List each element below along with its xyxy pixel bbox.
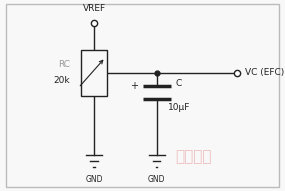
Text: GND: GND <box>148 175 166 184</box>
Text: 20k: 20k <box>53 76 70 85</box>
Text: VC (EFC): VC (EFC) <box>245 68 284 77</box>
Text: GND: GND <box>85 175 103 184</box>
Text: 10μF: 10μF <box>168 103 191 112</box>
Text: +: + <box>130 81 138 91</box>
Text: VREF: VREF <box>82 4 106 13</box>
Bar <box>81 50 107 96</box>
Text: 锦玉电子: 锦玉电子 <box>176 149 212 164</box>
FancyBboxPatch shape <box>6 4 279 187</box>
Text: C: C <box>175 79 182 88</box>
Text: RC: RC <box>58 60 70 70</box>
